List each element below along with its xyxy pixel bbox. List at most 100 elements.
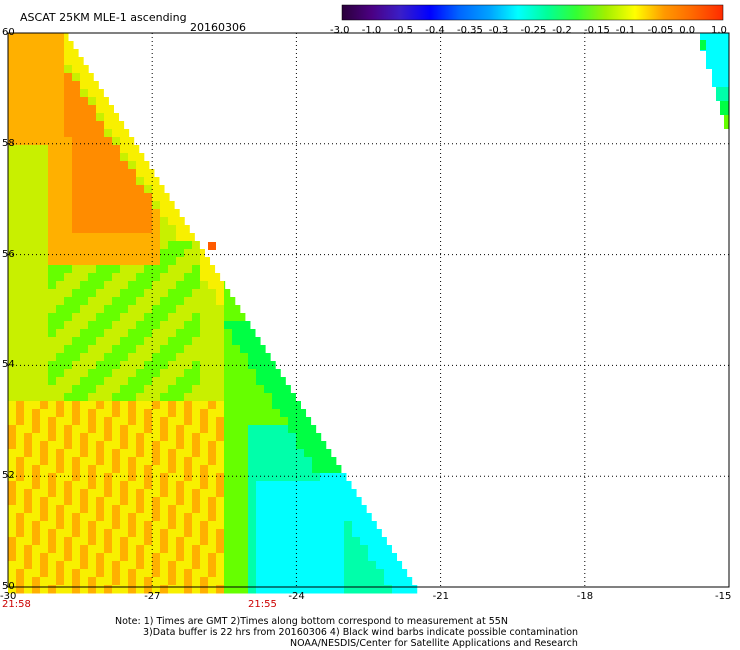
swath-cell [72, 537, 81, 546]
swath-cell [80, 329, 89, 338]
swath-cell [16, 57, 25, 66]
swath-cell [56, 81, 65, 90]
swath-cell [200, 449, 209, 458]
swath-cell [120, 353, 129, 362]
swath-cell [184, 297, 193, 306]
swath-cell [216, 329, 225, 338]
swath-cell [136, 433, 145, 442]
swath-cell [200, 441, 209, 450]
swath-cell [208, 242, 216, 250]
swath-cell [272, 577, 281, 586]
swath-cell [272, 401, 281, 410]
swath-cell [56, 321, 65, 330]
swath-cell [144, 257, 153, 266]
swath-cell [64, 313, 73, 322]
swath-cell [152, 297, 161, 306]
swath-cell [48, 465, 57, 474]
swath-cell [184, 417, 193, 426]
swath-cell [112, 553, 121, 562]
swath-cell [72, 481, 81, 490]
swath-cell [176, 569, 185, 578]
swath-cell [88, 201, 97, 210]
swath-cell [144, 497, 153, 506]
swath-cell [176, 321, 185, 330]
swath-cell [240, 337, 249, 346]
swath-cell [128, 137, 135, 146]
swath-cell [192, 377, 201, 386]
swath-cell [16, 385, 25, 394]
swath-cell [144, 241, 153, 250]
swath-cell [104, 369, 113, 378]
swath-cell [104, 433, 113, 442]
swath-cell [16, 33, 25, 42]
swath-cell [8, 521, 17, 530]
swath-cell [88, 545, 97, 554]
swath-cell [168, 217, 177, 226]
swath-cell [48, 281, 57, 290]
swath-cell [64, 345, 73, 354]
swath-cell [224, 505, 233, 514]
swath-cell [48, 529, 57, 538]
swath-cell [24, 233, 33, 242]
swath-cell [184, 465, 193, 474]
swath-cell [176, 257, 185, 266]
swath-cell [232, 553, 241, 562]
swath-cell [152, 209, 161, 218]
swath-cell [24, 329, 33, 338]
swath-cell [48, 289, 57, 298]
swath-cell [72, 289, 81, 298]
swath-cell [72, 257, 81, 266]
swath-cell [224, 457, 233, 466]
swath-cell [8, 129, 17, 138]
swath-cell [376, 561, 385, 570]
swath-cell [104, 513, 113, 522]
swath-cell [96, 265, 105, 274]
swath-cell [136, 209, 145, 218]
swath-cell [272, 409, 281, 418]
colorbar-tick-label: -0.15 [584, 25, 610, 36]
swath-cell [192, 465, 201, 474]
swath-cell [256, 505, 265, 514]
x-tick-label: -30 [0, 591, 17, 602]
swath-cell [240, 513, 249, 522]
swath-cell [328, 497, 337, 506]
swath-cell [104, 545, 113, 554]
swath-cell [200, 561, 209, 570]
swath-cell [192, 505, 201, 514]
swath-cell [16, 545, 25, 554]
swath-cell [56, 521, 65, 530]
swath-cell [128, 561, 137, 570]
swath-cell [88, 249, 97, 258]
swath-cell [288, 449, 297, 458]
swath-cell [72, 393, 81, 402]
x-tick-label: -24 [288, 591, 305, 602]
swath-cell [136, 185, 145, 194]
swath-cell [96, 321, 105, 330]
swath-cell [176, 297, 185, 306]
swath-cell [48, 377, 57, 386]
swath-cell [80, 441, 89, 450]
swath-cell [208, 289, 217, 298]
swath-cell [224, 585, 233, 594]
swath-cell [280, 529, 289, 538]
swath-cell [80, 345, 89, 354]
swath-cell [168, 289, 177, 298]
swath-cell [24, 169, 33, 178]
swath-cell [384, 537, 387, 546]
swath-cell [64, 225, 73, 234]
swath-cell [112, 241, 121, 250]
swath-cell [80, 281, 89, 290]
swath-cell [344, 497, 353, 506]
swath-cell [184, 513, 193, 522]
swath-cell [192, 345, 201, 354]
swath-cell [56, 193, 65, 202]
swath-cell [40, 145, 49, 154]
swath-cell [312, 481, 321, 490]
swath-cell [272, 505, 281, 514]
swath-cell [8, 505, 17, 514]
swath-cell [88, 585, 97, 594]
swath-cell [88, 305, 97, 314]
swath-cell [40, 337, 49, 346]
swath-cell [224, 569, 233, 578]
swath-cell [232, 529, 241, 538]
